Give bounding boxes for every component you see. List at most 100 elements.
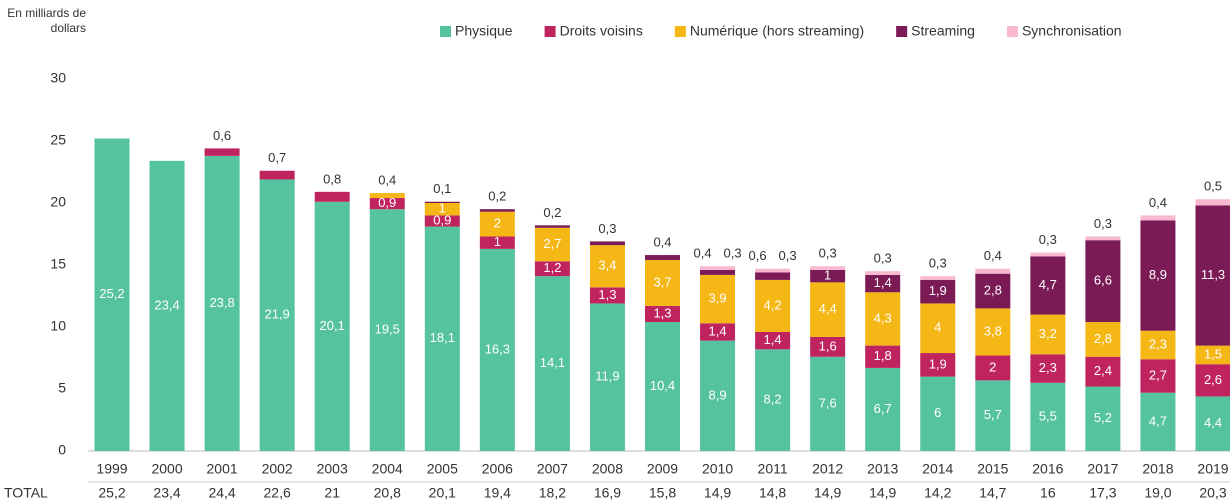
bar-segment [645, 255, 680, 261]
bar-segment [204, 155, 240, 451]
data-label: 3,9 [709, 291, 727, 306]
data-label: 1,4 [709, 323, 727, 338]
x-tick-label: 2001 [207, 461, 238, 477]
legend-swatch [674, 26, 686, 37]
data-label: 0,8 [323, 171, 341, 186]
data-label: 3,8 [984, 323, 1002, 338]
x-tick-label: 2008 [592, 461, 623, 477]
data-label: 4 [934, 320, 941, 335]
x-tick-label: 2018 [1142, 461, 1173, 477]
bar-segment [755, 349, 791, 451]
data-label: 0,3 [724, 246, 742, 261]
bar-segment [700, 274, 736, 324]
bar-segment [920, 279, 956, 304]
data-label: 2,6 [1204, 372, 1222, 387]
x-tick-label: 2019 [1197, 461, 1228, 477]
data-label: 1,3 [653, 305, 671, 320]
bar-segment [1140, 330, 1176, 360]
legend-swatch [896, 26, 908, 37]
bar-segment [975, 273, 1011, 309]
total-value: 18,2 [539, 485, 566, 501]
data-label: 0,6 [749, 248, 767, 263]
data-label: 19,5 [375, 322, 400, 337]
data-label: 2 [494, 216, 501, 231]
data-label: 0,7 [268, 150, 286, 165]
bar-segment [1140, 392, 1176, 451]
bar-segment [589, 287, 625, 304]
bar-segment [865, 367, 901, 451]
bar-segment [589, 303, 625, 451]
data-label: 10,4 [650, 378, 675, 393]
data-label: 4,7 [1039, 277, 1057, 292]
bar-segment [865, 345, 901, 368]
data-label: 1,9 [929, 283, 947, 298]
y-axis-label: En milliards de dollars [7, 6, 86, 35]
data-label: 1 [494, 234, 501, 249]
bar-segment [920, 303, 956, 354]
data-label: 0,3 [1094, 216, 1112, 231]
total-value: 15,8 [649, 485, 676, 501]
x-tick-label: 2009 [647, 461, 678, 477]
data-label: 0,6 [213, 128, 231, 143]
bar-segment [1085, 386, 1121, 451]
bar-segment [645, 305, 680, 323]
bar-segment [1030, 382, 1066, 451]
bar-segment [1195, 199, 1230, 206]
total-value: 16,9 [594, 485, 621, 501]
bar-segment [975, 268, 1011, 274]
data-label: 23,4 [154, 297, 179, 312]
bar-segment [810, 269, 846, 283]
bar-segment [479, 248, 515, 451]
total-value: 17,3 [1089, 485, 1116, 501]
legend-label: Droits voisins [560, 23, 643, 39]
legend-swatch [544, 26, 556, 37]
total-value: 14,7 [979, 485, 1006, 501]
bar-segment [534, 276, 570, 451]
data-label: 2,8 [1094, 331, 1112, 346]
bar-segment [755, 279, 791, 332]
data-label: 8,2 [764, 392, 782, 407]
data-label: 0,3 [929, 256, 947, 271]
data-label: 4,2 [764, 297, 782, 312]
x-tick-label: 2011 [758, 461, 788, 477]
bar-segment [1140, 359, 1176, 393]
bar-segment [369, 209, 405, 451]
data-label: 18,1 [430, 330, 455, 345]
legend-label: Numérique (hors streaming) [690, 23, 864, 39]
data-label: 0,4 [984, 248, 1002, 263]
x-tick-label: 2002 [262, 461, 293, 477]
bar-segment [534, 261, 570, 277]
bar-segment [424, 203, 460, 216]
total-value: 21 [324, 485, 340, 501]
bar-segment [1195, 205, 1230, 346]
data-label: 0,1 [433, 181, 451, 196]
data-label: 2,7 [1149, 367, 1167, 382]
bar-segment [865, 274, 901, 293]
data-label: 2,7 [543, 236, 561, 251]
data-label: 0,4 [653, 235, 671, 250]
total-value: 24,4 [208, 485, 235, 501]
data-label: 16,3 [485, 341, 510, 356]
bar-segment [149, 160, 185, 451]
bar-segment [810, 266, 846, 270]
bar-segment [975, 355, 1011, 381]
y-tick-label: 10 [50, 318, 66, 334]
bar-segment [589, 241, 625, 246]
bar-segment [1085, 236, 1121, 241]
x-tick-label: 2015 [977, 461, 1008, 477]
x-tick-label: 2000 [151, 461, 182, 477]
data-label: 5,7 [984, 407, 1002, 422]
bar-segment [534, 225, 570, 228]
bar-segment [479, 211, 515, 237]
data-label: 3,7 [653, 274, 671, 289]
y-tick-label: 15 [50, 256, 66, 272]
data-label: 6,6 [1094, 273, 1112, 288]
data-label: 4,7 [1149, 413, 1167, 428]
data-label: 25,2 [99, 286, 124, 301]
data-label: 5,2 [1094, 410, 1112, 425]
bar-segment [204, 148, 240, 156]
bar-segment [645, 322, 680, 451]
legend-swatch [1006, 26, 1018, 37]
data-label: 1,8 [874, 348, 892, 363]
